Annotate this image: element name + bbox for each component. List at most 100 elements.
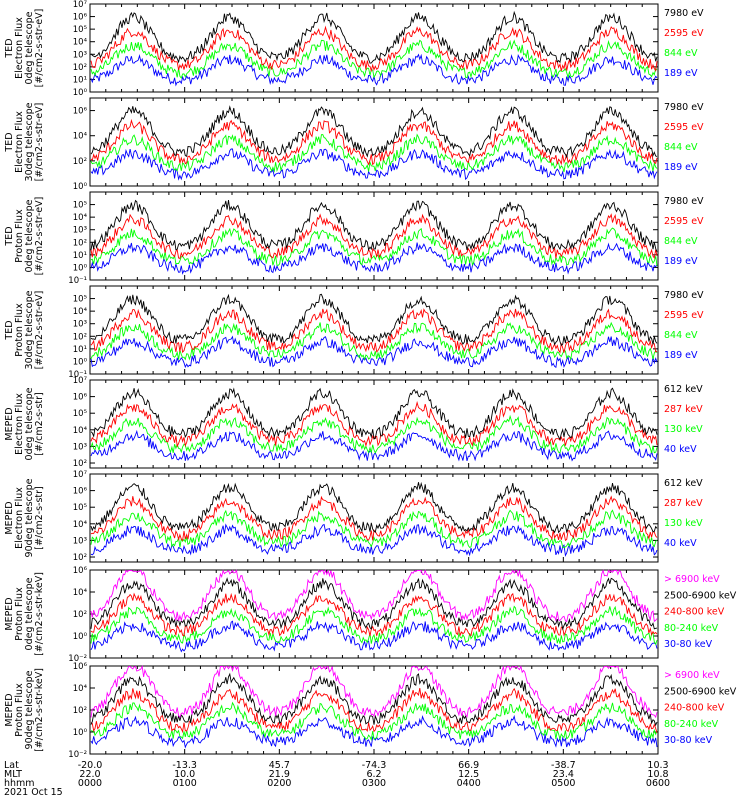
series-trace [90, 39, 658, 80]
y-tick-label: 10⁴ [73, 132, 88, 142]
panel-title-line: 30deg telescope [24, 102, 35, 181]
panel-title-line: [#/cm2-s-str-keV] [34, 572, 45, 656]
y-tick-label: 10⁵ [73, 295, 87, 305]
legend-entry: 40 keV [664, 538, 697, 549]
y-tick-label: 10⁷ [73, 470, 88, 480]
y-tick-label: 10⁴ [73, 426, 88, 436]
y-tick-label: 10³ [73, 50, 87, 60]
panel-5: 10² 10³ 10⁴ 10⁵ 10⁶ 10⁷ MEPED Electron Flux 0deg… [4, 376, 703, 469]
footer-value: 10.8 [647, 769, 668, 780]
footer-value: 10.0 [174, 769, 195, 780]
panel-title-line: TED [4, 226, 15, 246]
y-tick-label: 10³ [73, 536, 87, 546]
legend-entry: 130 keV [664, 424, 703, 435]
y-tick-label: 10⁵ [73, 25, 87, 35]
panel-title-line: MEPED [4, 407, 15, 440]
series-trace [90, 665, 658, 719]
series-trace [90, 25, 658, 73]
series-trace [90, 672, 658, 727]
panel-title-line: TED [4, 132, 15, 152]
legend-entry: 287 keV [664, 404, 703, 415]
y-tick-label: 10⁴ [73, 38, 88, 48]
series-trace [90, 687, 658, 734]
panel-title-line: [#/cm2-s-str] [34, 392, 45, 455]
y-tick-label: 10² [73, 238, 87, 248]
panel-1: 10⁰ 10¹ 10² 10³ 10⁴ 10⁵ 10⁶ 10⁷ TED Electron Flux… [4, 0, 704, 98]
series-trace [90, 701, 658, 741]
legend-entry: 240-800 keV [664, 607, 725, 618]
panel-title-line: Electron Flux [14, 17, 25, 79]
panel-title-line: Proton Flux [14, 209, 25, 263]
series-trace [90, 569, 658, 623]
footer-value: 66.9 [458, 760, 479, 771]
y-tick-label: 10⁶ [73, 13, 88, 23]
footer-value: 21.9 [269, 769, 290, 780]
footer-row-label: Lat [4, 760, 19, 771]
footer-value: 10.3 [647, 760, 668, 771]
y-tick-label: 10⁶ [73, 566, 88, 576]
series-trace [90, 105, 658, 159]
panel-6: 10² 10³ 10⁴ 10⁵ 10⁶ 10⁷ MEPED Electron Flux 90de… [4, 470, 703, 563]
panel-title-line: [#/cm2-s-str-eV] [34, 9, 45, 88]
panel-title-line: [#/cm2-s-str-keV] [34, 668, 45, 752]
footer-value: 0200 [267, 778, 291, 789]
panel-title-line: 0deg telescope [24, 199, 35, 272]
panel-8: 10⁻² 10⁰ 10² 10⁴ 10⁶ MEPED Proton Flux 90deg te… [4, 662, 737, 760]
footer-value: 0600 [646, 778, 670, 789]
legend-entry: 612 keV [664, 478, 703, 489]
y-tick-label: 10³ [73, 442, 87, 452]
panel-title-line: 90deg telescope [24, 670, 35, 749]
y-tick-label: 10⁰ [73, 357, 88, 367]
series-trace [90, 242, 658, 275]
y-tick-label: 10² [73, 63, 87, 73]
y-tick-label: 10⁴ [73, 213, 88, 223]
panel-4: 10⁻¹ 10⁰ 10¹ 10² 10³ 10⁴ 10⁵ TED Proton Flux 30de… [4, 285, 704, 380]
series-trace [90, 148, 658, 181]
series-trace [90, 133, 658, 173]
legend-entry: 40 keV [664, 444, 697, 455]
y-tick-label: 10⁴ [73, 520, 88, 530]
series-trace [90, 387, 658, 441]
y-tick-label: 10⁶ [73, 487, 88, 497]
footer-value: 6.2 [366, 769, 381, 780]
legend-entry: 189 eV [664, 350, 698, 361]
footer-value: 23.4 [553, 769, 574, 780]
footer-value: 12.5 [458, 769, 479, 780]
panel-title-line: TED [4, 320, 15, 340]
y-tick-label: 10⁻² [68, 750, 87, 760]
panel-title-line: Proton Flux [14, 683, 25, 737]
legend-entry: > 6900 keV [664, 670, 720, 681]
panel-title-line: Electron Flux [14, 393, 25, 455]
series-trace [90, 400, 658, 448]
series-trace [90, 577, 658, 631]
legend-entry: 612 keV [664, 384, 703, 395]
y-tick-label: 10³ [73, 320, 87, 330]
legend-entry: 7980 eV [664, 102, 704, 113]
y-tick-label: 10⁻¹ [68, 370, 87, 380]
panel-title-line: 90deg telescope [24, 478, 35, 557]
legend-entry: 30-80 keV [664, 735, 713, 746]
legend-entry: 2500-6900 keV [664, 590, 737, 601]
footer-value: 22.0 [79, 769, 100, 780]
series-trace [90, 227, 658, 266]
series-trace [90, 213, 658, 259]
footer-value: -38.7 [551, 760, 576, 771]
footer-value: 0100 [173, 778, 197, 789]
y-tick-label: 10⁰ [73, 263, 88, 273]
legend-entry: 189 eV [664, 162, 698, 173]
y-tick-label: 10⁵ [73, 201, 87, 211]
footer-value: 0000 [78, 778, 102, 789]
legend-entry: 130 keV [664, 518, 703, 529]
series-trace [90, 592, 658, 637]
y-tick-label: 10⁶ [73, 662, 88, 672]
y-tick-label: 10¹ [73, 251, 87, 261]
series-trace [90, 429, 658, 462]
footer-date: 2021 Oct 15 [4, 787, 63, 798]
y-tick-label: 10² [73, 332, 87, 342]
legend-entry: 2595 eV [664, 310, 704, 321]
series-trace [90, 199, 658, 252]
legend-entry: 2595 eV [664, 216, 704, 227]
panel-title-line: [#/cm2-s-str-eV] [34, 291, 45, 370]
legend-entry: 7980 eV [664, 196, 704, 207]
panel-title-line: Proton Flux [14, 587, 25, 641]
